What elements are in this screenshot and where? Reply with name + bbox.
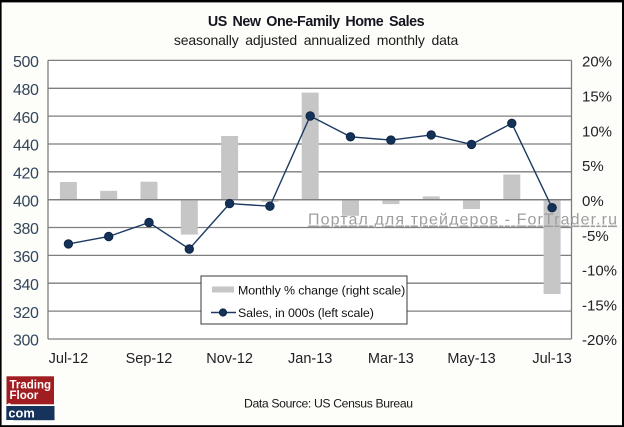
svg-text:Data Source: US Census Bureau: Data Source: US Census Bureau	[244, 397, 413, 411]
svg-text:Floor: Floor	[10, 390, 39, 402]
svg-text:380: 380	[13, 221, 39, 238]
svg-text:400: 400	[13, 193, 39, 210]
svg-text:May-13: May-13	[447, 351, 495, 367]
svg-text:10%: 10%	[582, 123, 612, 140]
svg-text:0%: 0%	[582, 193, 604, 210]
svg-text:460: 460	[13, 110, 39, 127]
svg-text:15%: 15%	[582, 88, 612, 105]
svg-text:-20%: -20%	[582, 332, 617, 349]
svg-text:300: 300	[13, 333, 39, 350]
svg-text:US New One-Family Home Sales: US New One-Family Home Sales	[208, 14, 425, 30]
svg-text:seasonally adjusted annualized: seasonally adjusted annualized monthly d…	[174, 32, 459, 48]
svg-text:Sep-12: Sep-12	[126, 351, 173, 367]
svg-text:Trading: Trading	[10, 380, 52, 392]
svg-text:Sales, in 000s (left scale): Sales, in 000s (left scale)	[238, 306, 374, 320]
svg-text:20%: 20%	[582, 54, 612, 71]
svg-text:320: 320	[13, 305, 39, 322]
svg-text:Nov-12: Nov-12	[206, 351, 253, 367]
svg-text:-5%: -5%	[582, 228, 609, 245]
svg-text:480: 480	[13, 82, 39, 99]
svg-text:440: 440	[13, 138, 39, 155]
svg-text:Jul-13: Jul-13	[532, 351, 572, 367]
svg-text:-10%: -10%	[582, 263, 617, 280]
svg-text:360: 360	[13, 249, 39, 266]
svg-text:-15%: -15%	[582, 297, 617, 314]
svg-text:420: 420	[13, 166, 39, 183]
svg-text:Mar-13: Mar-13	[368, 351, 414, 367]
svg-text:500: 500	[13, 54, 39, 71]
svg-text:Jul-12: Jul-12	[49, 351, 89, 367]
svg-text:com: com	[8, 406, 34, 421]
svg-text:Jan-13: Jan-13	[288, 351, 332, 367]
svg-text:340: 340	[13, 277, 39, 294]
svg-text:Monthly % change (right scale): Monthly % change (right scale)	[238, 284, 405, 298]
svg-text:Портал для трейдеров - ForTrad: Портал для трейдеров - ForTrader.ru	[308, 212, 617, 229]
svg-text:5%: 5%	[582, 158, 604, 175]
